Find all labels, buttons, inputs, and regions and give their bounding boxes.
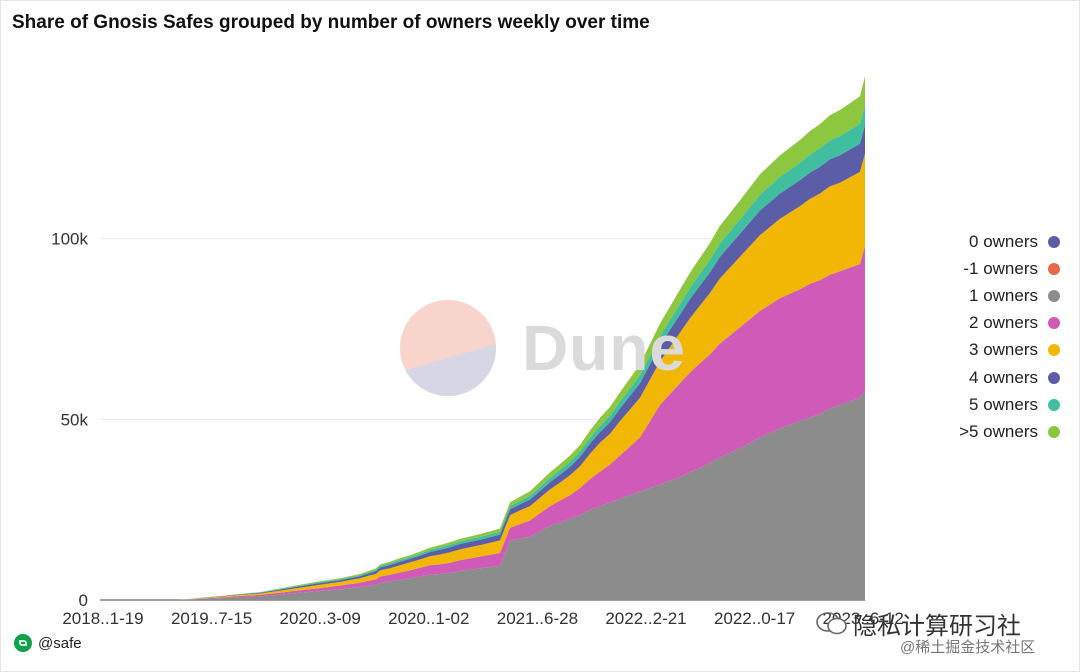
x-tick-label: 2020..1-02 xyxy=(388,609,469,628)
legend-item[interactable]: 5 owners xyxy=(900,391,1060,418)
dune-watermark: Dune xyxy=(400,300,686,396)
overlay-watermark-text: 隐私计算研习社 xyxy=(853,613,1021,640)
legend-label: >5 owners xyxy=(959,421,1038,441)
legend-swatch xyxy=(1048,235,1060,248)
legend-label: 5 owners xyxy=(969,394,1038,414)
legend-label: 1 owners xyxy=(969,285,1038,305)
y-tick-label: 100k xyxy=(51,230,88,249)
footer-handle: @safe xyxy=(38,634,82,652)
legend-item[interactable]: 3 owners xyxy=(900,337,1060,364)
x-tick-label: 2021..6-28 xyxy=(497,609,578,628)
legend-swatch xyxy=(1048,289,1060,302)
area-2-owners xyxy=(100,245,865,600)
legend-item[interactable]: 0 owners xyxy=(900,228,1060,255)
legend-swatch xyxy=(1048,317,1060,330)
series-areas xyxy=(100,76,865,601)
legend-label: 2 owners xyxy=(969,313,1038,333)
safe-logo-icon xyxy=(14,634,32,652)
legend-label: 4 owners xyxy=(969,367,1038,387)
y-tick-label: 0 xyxy=(79,591,88,610)
legend-swatch xyxy=(1048,425,1060,438)
x-tick-label: 2019..7-15 xyxy=(171,609,252,628)
chart-title: Share of Gnosis Safes grouped by number … xyxy=(12,12,650,33)
legend-swatch xyxy=(1048,398,1060,411)
dune-logo-icon xyxy=(400,300,496,396)
area-1-owners xyxy=(100,390,865,600)
y-tick-label: 50k xyxy=(61,410,89,429)
legend-item[interactable]: >5 owners xyxy=(900,418,1060,445)
legend: 0 owners -1 owners 1 owners 2 owners 3 owner… xyxy=(900,228,1060,446)
wechat-icon xyxy=(816,611,847,634)
overlay-watermark-sub: @稀土掘金技术社区 xyxy=(900,639,1036,656)
legend-item[interactable]: 1 owners xyxy=(900,282,1060,309)
legend-label: 3 owners xyxy=(969,340,1038,360)
legend-item[interactable]: 2 owners xyxy=(900,310,1060,337)
legend-swatch xyxy=(1048,344,1060,357)
x-tick-label: 2020..3-09 xyxy=(280,609,361,628)
legend-label: -1 owners xyxy=(963,258,1038,278)
overlay-watermark: 隐私计算研习社 xyxy=(815,606,1021,641)
legend-label: 0 owners xyxy=(969,231,1038,251)
footer: @safe xyxy=(14,634,82,652)
x-tick-label: 2022..2-21 xyxy=(605,609,686,628)
legend-item[interactable]: -1 owners xyxy=(900,255,1060,282)
x-tick-label: 2022..0-17 xyxy=(714,609,795,628)
y-axis-ticks: 0 50k 100k xyxy=(51,230,88,610)
legend-swatch xyxy=(1048,262,1060,275)
legend-item[interactable]: 4 owners xyxy=(900,364,1060,391)
legend-swatch xyxy=(1048,371,1060,384)
dune-logo-text: Dune xyxy=(522,312,686,384)
x-tick-label: 2018..1-19 xyxy=(62,609,143,628)
x-axis-ticks: 2018..1-19 2019..7-15 2020..3-09 2020..1-02… xyxy=(62,609,903,628)
